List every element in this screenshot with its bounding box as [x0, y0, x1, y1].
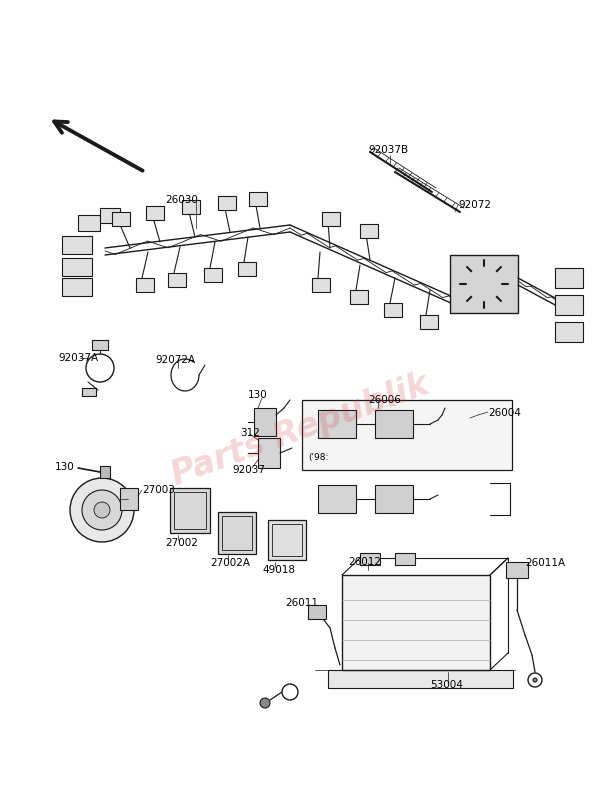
Bar	[62, 236, 92, 254]
Text: 27002: 27002	[165, 538, 198, 548]
Bar	[318, 485, 356, 513]
Bar	[555, 268, 583, 288]
Bar	[120, 488, 138, 510]
Text: 92072A: 92072A	[155, 355, 195, 365]
Bar	[204, 268, 222, 282]
Bar	[375, 410, 413, 438]
Bar	[328, 670, 513, 688]
Circle shape	[464, 264, 504, 304]
Text: 92037: 92037	[232, 465, 265, 475]
Bar	[450, 255, 518, 313]
Circle shape	[82, 490, 122, 530]
Bar	[258, 438, 280, 468]
Bar	[342, 575, 490, 670]
Bar	[506, 562, 528, 578]
Bar	[78, 215, 100, 231]
Bar	[174, 492, 206, 529]
Circle shape	[94, 502, 110, 518]
Bar	[238, 262, 256, 276]
Bar	[254, 408, 276, 436]
Bar	[136, 278, 154, 292]
Bar	[222, 516, 252, 550]
Text: 27003: 27003	[142, 485, 175, 495]
Bar	[249, 192, 267, 206]
Bar	[182, 200, 200, 214]
Bar	[62, 278, 92, 296]
Bar	[384, 303, 402, 317]
Text: 312: 312	[240, 428, 260, 438]
Circle shape	[533, 678, 537, 682]
Text: 26012: 26012	[348, 557, 381, 567]
Text: 92072: 92072	[458, 200, 491, 210]
Bar	[100, 466, 110, 478]
Bar	[272, 524, 302, 556]
Text: 92037A: 92037A	[58, 353, 98, 363]
Bar	[218, 196, 236, 210]
Bar	[112, 212, 130, 226]
Bar	[268, 520, 306, 560]
Text: 130: 130	[55, 462, 75, 472]
Text: 26006: 26006	[368, 395, 401, 405]
Bar	[168, 273, 186, 287]
Bar	[170, 488, 210, 533]
Bar	[312, 278, 330, 292]
Bar	[62, 258, 92, 276]
Text: 26030: 26030	[165, 195, 198, 205]
Circle shape	[474, 274, 494, 294]
Bar	[218, 512, 256, 554]
Bar	[360, 224, 378, 238]
Bar	[350, 290, 368, 304]
Bar	[420, 315, 438, 329]
Text: 26004: 26004	[488, 408, 521, 418]
Text: ('98:: ('98:	[308, 453, 328, 462]
Bar	[395, 553, 415, 565]
Bar	[318, 410, 356, 438]
Text: 26011: 26011	[285, 598, 318, 608]
Bar	[100, 208, 120, 223]
Text: 26011A: 26011A	[525, 558, 565, 568]
Bar	[360, 553, 380, 565]
Circle shape	[70, 478, 134, 542]
Bar	[322, 212, 340, 226]
Circle shape	[260, 698, 270, 708]
Bar	[308, 605, 326, 619]
Text: 53004: 53004	[430, 680, 463, 690]
Bar	[555, 295, 583, 315]
Bar	[375, 485, 413, 513]
Text: 92037B: 92037B	[368, 145, 408, 155]
Bar	[302, 400, 512, 470]
Bar	[146, 206, 164, 220]
Text: Parts Republik: Parts Republik	[166, 368, 434, 492]
Text: 130: 130	[248, 390, 268, 400]
Text: 49018: 49018	[262, 565, 295, 575]
Bar	[555, 322, 583, 342]
Bar	[82, 388, 96, 396]
Bar	[92, 340, 108, 350]
Text: 27002A: 27002A	[210, 558, 250, 568]
